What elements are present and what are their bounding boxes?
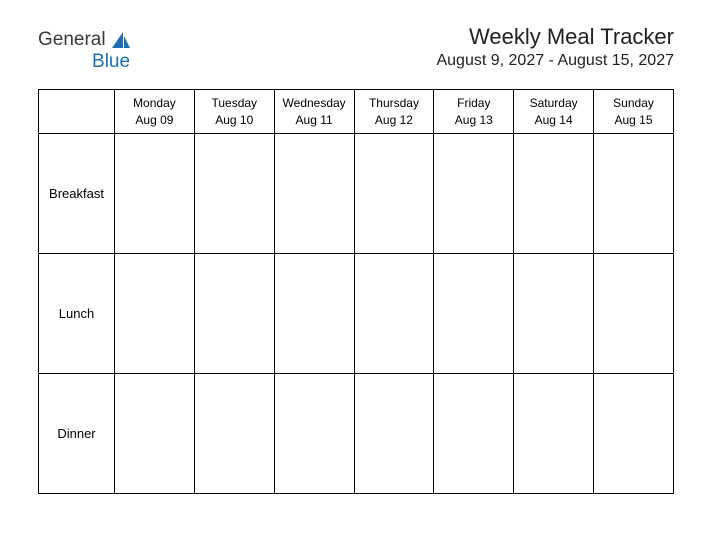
sail-icon [112,32,130,53]
day-date: Aug 09 [117,112,192,128]
meal-cell[interactable] [274,374,354,494]
meal-cell[interactable] [594,134,674,254]
day-name: Friday [436,95,511,111]
meal-cell[interactable] [514,254,594,374]
page-title: Weekly Meal Tracker [436,24,674,50]
meal-cell[interactable] [514,374,594,494]
day-date: Aug 13 [436,112,511,128]
brand-logo: General Blue [38,24,130,71]
col-header: Friday Aug 13 [434,90,514,134]
title-block: Weekly Meal Tracker August 9, 2027 - Aug… [436,24,674,70]
day-name: Tuesday [197,95,272,111]
meal-cell[interactable] [115,134,195,254]
meal-cell[interactable] [354,134,434,254]
meal-cell[interactable] [434,134,514,254]
meal-cell[interactable] [434,254,514,374]
meal-cell[interactable] [274,254,354,374]
logo-text: General Blue [38,30,130,71]
day-date: Aug 15 [596,112,671,128]
row-label: Breakfast [39,134,115,254]
col-header: Saturday Aug 14 [514,90,594,134]
day-date: Aug 10 [197,112,272,128]
meal-cell[interactable] [354,374,434,494]
col-header: Thursday Aug 12 [354,90,434,134]
meal-cell[interactable] [194,374,274,494]
meal-cell[interactable] [115,374,195,494]
table-row: Breakfast [39,134,674,254]
day-date: Aug 14 [516,112,591,128]
day-name: Thursday [357,95,432,111]
meal-cell[interactable] [594,374,674,494]
day-name: Sunday [596,95,671,111]
corner-cell [39,90,115,134]
table-row: Dinner [39,374,674,494]
meal-tracker-table: Monday Aug 09 Tuesday Aug 10 Wednesday A… [38,89,674,494]
logo-word-general: General [38,29,106,50]
date-range: August 9, 2027 - August 15, 2027 [436,52,674,70]
col-header: Tuesday Aug 10 [194,90,274,134]
meal-cell[interactable] [115,254,195,374]
header-row: Monday Aug 09 Tuesday Aug 10 Wednesday A… [39,90,674,134]
day-date: Aug 12 [357,112,432,128]
row-label: Lunch [39,254,115,374]
meal-cell[interactable] [194,134,274,254]
col-header: Sunday Aug 15 [594,90,674,134]
row-label: Dinner [39,374,115,494]
day-name: Monday [117,95,192,111]
day-date: Aug 11 [277,112,352,128]
meal-cell[interactable] [354,254,434,374]
meal-cell[interactable] [194,254,274,374]
col-header: Monday Aug 09 [115,90,195,134]
logo-word-blue: Blue [38,52,130,71]
col-header: Wednesday Aug 11 [274,90,354,134]
day-name: Saturday [516,95,591,111]
meal-cell[interactable] [434,374,514,494]
meal-cell[interactable] [514,134,594,254]
meal-cell[interactable] [594,254,674,374]
day-name: Wednesday [277,95,352,111]
meal-cell[interactable] [274,134,354,254]
page-header: General Blue Weekly Meal Tracker August … [38,24,674,71]
table-row: Lunch [39,254,674,374]
